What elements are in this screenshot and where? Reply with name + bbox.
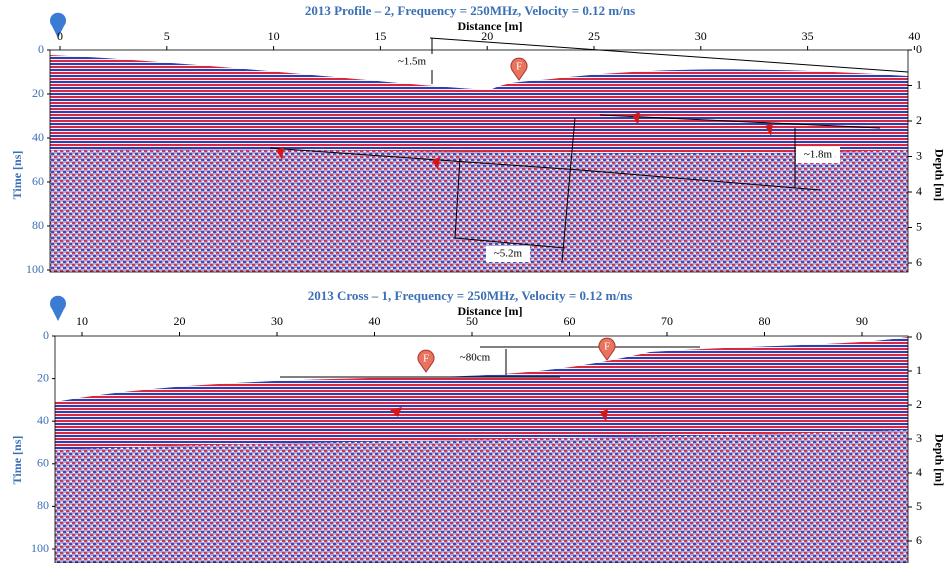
y2-tick-label: 5 [916, 219, 922, 233]
y2-tick-label: 2 [916, 113, 922, 127]
x-tick-label: 30 [271, 314, 283, 328]
y-tick-label: 20 [32, 86, 44, 100]
y-tick-label: 80 [37, 498, 49, 512]
x-tick-label: 25 [588, 29, 600, 43]
y-tick-label: 40 [37, 413, 49, 427]
y-tick-label: 20 [37, 370, 49, 384]
x-tick-label: 35 [802, 29, 814, 43]
y-tick-label: 60 [37, 456, 49, 470]
y2-tick-label: 4 [916, 465, 922, 479]
x-tick-label: 30 [695, 29, 707, 43]
fault-marker-label: F [516, 61, 522, 73]
y-tick-label: 80 [32, 218, 44, 232]
y2-tick-label: 0 [916, 329, 922, 343]
figure: 2013 Profile – 2, Frequency = 250MHz, Ve… [0, 0, 951, 563]
y2-tick-label: 3 [916, 148, 922, 162]
x-tick-label: 10 [268, 29, 280, 43]
fault-marker-label: F [423, 353, 429, 365]
annotation: ~1.8m [804, 149, 833, 161]
y-tick-label: 0 [38, 42, 44, 56]
x-tick-label: 5 [164, 29, 170, 43]
y-tick-label: 100 [26, 262, 44, 276]
y2-tick-label: 0 [916, 42, 922, 56]
x-tick-label: 40 [908, 29, 920, 43]
x-tick-label: 80 [759, 314, 771, 328]
x-tick-label: 10 [76, 314, 88, 328]
radargram-noise [50, 149, 908, 272]
annotation: ~5.2m [494, 248, 523, 260]
y2-tick-label: 4 [916, 184, 922, 198]
fault-marker-label: F [604, 341, 610, 353]
x-tick-label: 50 [466, 314, 478, 328]
x-tick-label: 0 [57, 29, 63, 43]
y-tick-label: 100 [31, 541, 49, 555]
y2-tick-label: 1 [916, 77, 922, 91]
y2-tick-label: 6 [916, 255, 922, 269]
panel-title: 2013 Profile – 2, Frequency = 250MHz, Ve… [305, 3, 635, 18]
y2-tick-label: 2 [916, 397, 922, 411]
x-tick-label: 20 [481, 29, 493, 43]
y2-tick-label: 3 [916, 431, 922, 445]
y2-tick-label: 1 [916, 363, 922, 377]
radargram-noise [55, 430, 908, 563]
x-tick-label: 20 [174, 314, 186, 328]
y-axis-label: Time [ns] [10, 151, 24, 200]
annotation: ~1.5m [398, 56, 427, 68]
y-axis-label: Time [ns] [10, 436, 24, 485]
y2-tick-label: 6 [916, 533, 922, 547]
x-tick-label: 70 [661, 314, 673, 328]
y-tick-label: 60 [32, 174, 44, 188]
y2-axis-label: Depth [m] [932, 149, 946, 201]
y-tick-label: 40 [32, 130, 44, 144]
x-tick-label: 15 [374, 29, 386, 43]
y2-axis-label: Depth [m] [932, 434, 946, 486]
y-tick-label: 0 [43, 328, 49, 342]
x-tick-label: 60 [564, 314, 576, 328]
y2-tick-label: 5 [916, 499, 922, 513]
annotation: ~80cm [460, 352, 491, 364]
panel-title: 2013 Cross – 1, Frequency = 250MHz, Velo… [308, 288, 633, 303]
x-tick-label: 40 [369, 314, 381, 328]
x-tick-label: 90 [856, 314, 868, 328]
